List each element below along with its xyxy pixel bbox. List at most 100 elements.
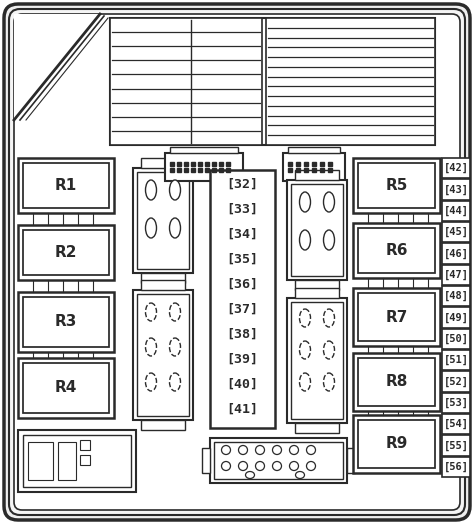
Text: [47]: [47] xyxy=(444,270,468,280)
Bar xyxy=(442,457,470,477)
Bar xyxy=(442,308,470,328)
Bar xyxy=(23,363,109,413)
Text: [42]: [42] xyxy=(444,163,468,173)
Bar xyxy=(442,392,470,413)
Ellipse shape xyxy=(323,341,335,359)
Ellipse shape xyxy=(238,462,247,471)
Text: R9: R9 xyxy=(385,436,408,452)
Bar xyxy=(23,297,109,347)
Ellipse shape xyxy=(146,218,156,238)
Bar xyxy=(288,147,340,153)
Bar xyxy=(358,420,435,468)
Bar xyxy=(210,438,347,483)
Text: R3: R3 xyxy=(55,314,77,330)
Ellipse shape xyxy=(300,309,310,327)
Bar xyxy=(347,448,355,473)
Ellipse shape xyxy=(238,445,247,454)
Bar xyxy=(358,163,435,208)
Bar xyxy=(141,280,185,290)
Bar xyxy=(442,286,470,307)
Bar xyxy=(202,448,210,473)
Bar xyxy=(23,435,131,487)
Ellipse shape xyxy=(273,445,282,454)
Text: [43]: [43] xyxy=(444,184,468,194)
Ellipse shape xyxy=(170,373,181,391)
Bar xyxy=(133,290,193,420)
Ellipse shape xyxy=(146,373,156,391)
Polygon shape xyxy=(14,14,100,120)
Ellipse shape xyxy=(300,341,310,359)
Bar xyxy=(18,358,114,418)
Bar xyxy=(442,201,470,221)
Bar xyxy=(353,353,440,411)
Text: [39]: [39] xyxy=(227,353,258,366)
Ellipse shape xyxy=(290,445,299,454)
Bar xyxy=(295,280,339,290)
Bar xyxy=(287,180,347,280)
Bar xyxy=(266,18,435,145)
Bar xyxy=(110,18,435,145)
Text: [40]: [40] xyxy=(227,377,258,390)
Ellipse shape xyxy=(146,303,156,321)
Ellipse shape xyxy=(170,218,181,238)
Bar xyxy=(210,170,275,428)
Bar xyxy=(28,442,53,480)
Ellipse shape xyxy=(170,338,181,356)
Bar xyxy=(133,168,193,273)
Bar xyxy=(137,172,189,269)
FancyBboxPatch shape xyxy=(14,14,460,510)
Text: [46]: [46] xyxy=(444,248,468,259)
Bar xyxy=(442,265,470,285)
Text: [36]: [36] xyxy=(227,278,258,290)
Bar xyxy=(23,230,109,275)
Text: [33]: [33] xyxy=(227,202,258,215)
Bar xyxy=(358,293,435,341)
Bar xyxy=(18,225,114,280)
Bar xyxy=(353,158,440,213)
Bar xyxy=(80,455,90,465)
Bar xyxy=(442,414,470,434)
Bar xyxy=(137,294,189,416)
Bar xyxy=(353,288,440,346)
Text: R7: R7 xyxy=(385,310,408,324)
Bar xyxy=(214,442,343,479)
Ellipse shape xyxy=(146,338,156,356)
Text: [54]: [54] xyxy=(444,419,468,429)
Text: [56]: [56] xyxy=(444,462,468,472)
Text: [48]: [48] xyxy=(444,291,468,301)
Bar xyxy=(291,184,343,276)
Bar xyxy=(442,350,470,370)
Ellipse shape xyxy=(300,192,310,212)
Text: [35]: [35] xyxy=(227,253,258,266)
Bar xyxy=(295,288,339,298)
Ellipse shape xyxy=(307,445,316,454)
Bar xyxy=(18,158,114,213)
Bar xyxy=(170,147,238,153)
Bar xyxy=(291,302,343,419)
Ellipse shape xyxy=(307,462,316,471)
Bar xyxy=(442,158,470,178)
Ellipse shape xyxy=(170,303,181,321)
Bar xyxy=(442,243,470,264)
Text: [37]: [37] xyxy=(227,302,258,315)
Bar xyxy=(442,179,470,200)
Bar xyxy=(442,222,470,242)
Bar xyxy=(353,223,440,278)
Ellipse shape xyxy=(255,445,264,454)
Bar xyxy=(23,163,109,208)
Text: R5: R5 xyxy=(385,178,408,193)
Text: R4: R4 xyxy=(55,380,77,396)
Bar xyxy=(295,423,339,433)
Ellipse shape xyxy=(170,180,181,200)
Ellipse shape xyxy=(323,309,335,327)
Text: [49]: [49] xyxy=(444,312,468,323)
Bar xyxy=(141,273,185,283)
Bar xyxy=(442,435,470,456)
Bar xyxy=(358,358,435,406)
Bar xyxy=(80,440,90,450)
Ellipse shape xyxy=(323,192,335,212)
Bar xyxy=(353,415,440,473)
Bar xyxy=(295,170,339,180)
Text: R6: R6 xyxy=(385,243,408,258)
Text: R2: R2 xyxy=(55,245,77,260)
